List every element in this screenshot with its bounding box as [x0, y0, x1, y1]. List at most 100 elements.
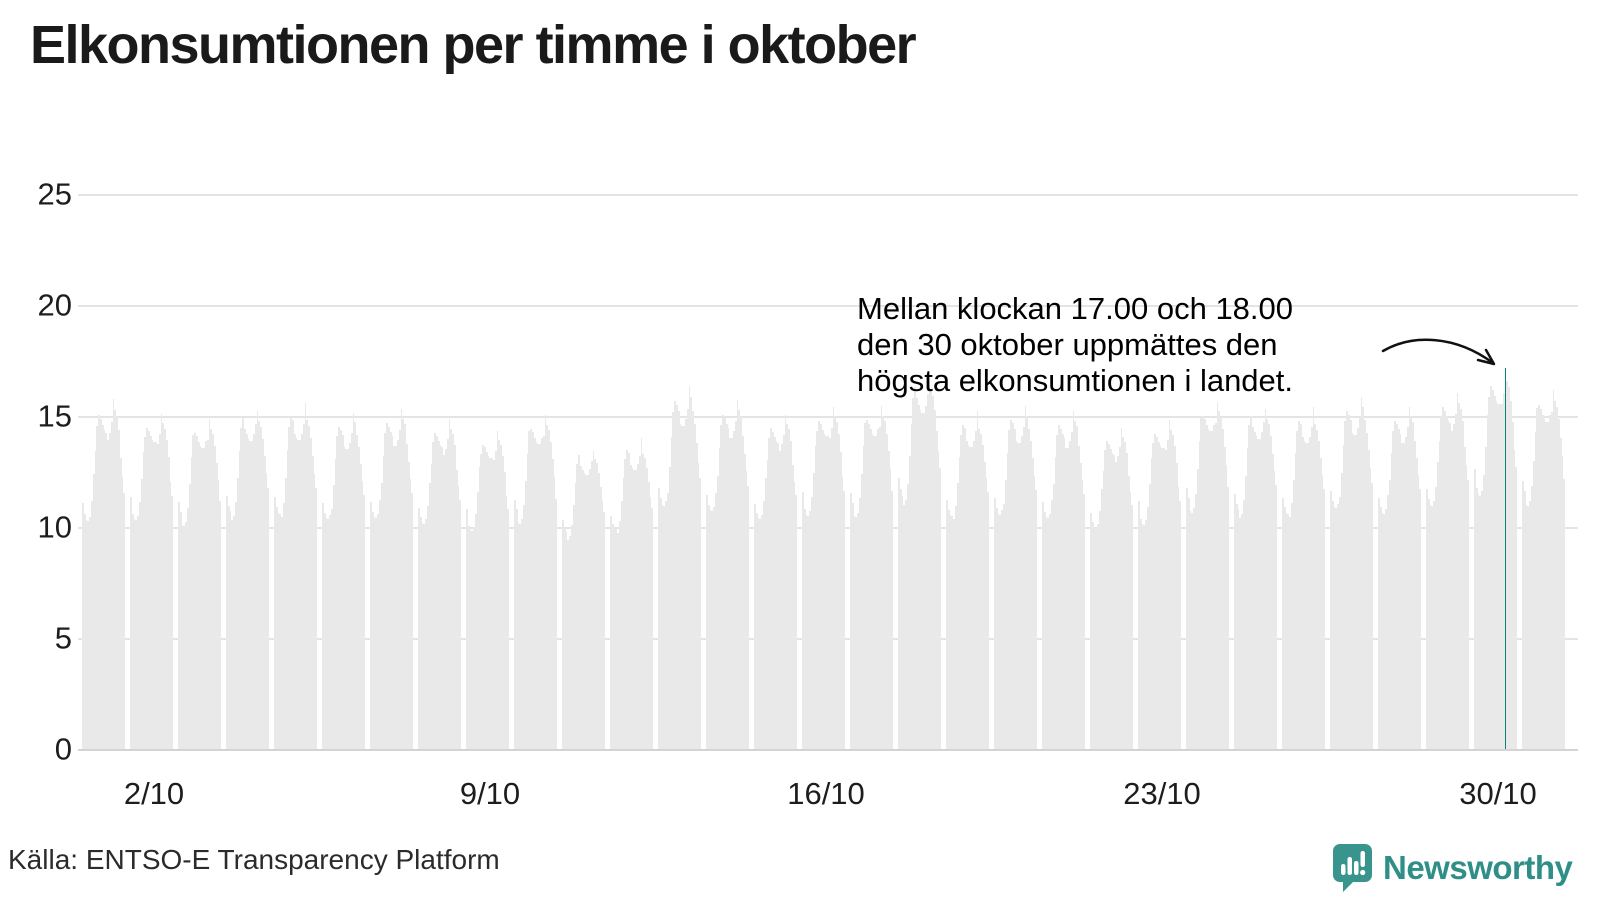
y-axis-label: 10: [37, 509, 72, 545]
hour-bar: [153, 442, 156, 750]
hour-bar: [714, 492, 717, 750]
hour-bar: [958, 456, 961, 750]
hour-bar: [866, 420, 868, 750]
hour-bar: [1449, 423, 1452, 750]
hour-bar: [757, 518, 760, 750]
hour-bar: [985, 478, 988, 750]
hour-bar: [636, 464, 639, 750]
hour-bar: [1131, 505, 1134, 750]
hour-bar: [1029, 440, 1032, 750]
hour-bar: [615, 529, 618, 750]
hour-bar: [1559, 437, 1562, 750]
hour-bar: [791, 465, 794, 750]
hour-bar: [851, 502, 854, 750]
hour-bar: [677, 411, 680, 750]
hour-bar: [1035, 489, 1038, 750]
hour-bar: [437, 441, 440, 750]
hour-bar: [131, 513, 134, 750]
y-axis-label: 5: [54, 620, 72, 656]
hour-bar: [164, 428, 166, 750]
hour-bar: [251, 440, 253, 750]
hour-bar: [1011, 423, 1014, 750]
hour-bar: [1486, 415, 1489, 750]
hour-bar: [912, 397, 915, 750]
hour-bar: [387, 426, 390, 750]
hour-bar: [633, 469, 636, 750]
day-group-27/10: [1330, 195, 1378, 750]
hour-bar: [105, 432, 108, 750]
hour-bar: [880, 405, 883, 750]
hour-bar: [1013, 428, 1016, 750]
hour-bar: [489, 458, 492, 750]
hour-bar: [1530, 486, 1533, 750]
hour-bar: [503, 471, 506, 750]
hour-bar: [1369, 468, 1372, 750]
hour-bar: [793, 481, 796, 750]
hour-bar: [759, 519, 762, 750]
day-group-15/10: [754, 195, 802, 750]
hour-bar: [275, 506, 278, 750]
hour-bar: [837, 434, 840, 750]
hour-bar: [1271, 453, 1274, 750]
hour-bar: [548, 430, 550, 750]
hour-bar: [274, 496, 276, 750]
day-group-7/10: [370, 195, 418, 750]
hour-bar: [540, 437, 543, 750]
hour-bar: [1415, 458, 1418, 750]
annotation-text: Mellan klockan 17.00 och 18.00 den 30 ok…: [857, 291, 1293, 399]
hour-bar: [1527, 505, 1530, 750]
hour-bar: [1367, 450, 1370, 750]
hour-bar: [1214, 422, 1217, 750]
hour-bar: [905, 499, 907, 750]
hour-bar: [1002, 503, 1005, 750]
hour-bar: [1406, 427, 1409, 750]
hour-bar: [149, 436, 152, 750]
hour-bar: [453, 445, 456, 750]
hour-bar: [1307, 443, 1309, 750]
hour-bar: [1362, 407, 1365, 750]
hour-bar: [494, 450, 497, 750]
hour-bar: [919, 410, 922, 750]
hour-bar: [1403, 443, 1405, 750]
hour-bar: [439, 445, 442, 750]
hour-bar: [862, 445, 865, 750]
hour-bar: [428, 482, 431, 750]
hour-bar: [1052, 484, 1055, 750]
hour-bar: [1360, 397, 1363, 750]
hour-bar: [441, 447, 444, 750]
hour-bar: [1216, 401, 1219, 750]
hour-bar: [473, 527, 475, 750]
hour-bar: [352, 412, 355, 750]
hour-bar: [1031, 458, 1034, 750]
hour-bar: [309, 438, 312, 750]
hour-bar: [1316, 429, 1318, 750]
hour-bar: [809, 511, 811, 750]
hour-bar: [731, 438, 733, 750]
hour-bar: [864, 422, 867, 750]
day-group-4/10: [226, 195, 274, 750]
hour-bar: [617, 533, 619, 750]
hour-bar: [711, 511, 714, 750]
hour-bar: [1289, 517, 1291, 750]
hour-bar: [569, 536, 571, 750]
hour-bar: [601, 500, 604, 750]
hour-bar: [932, 396, 934, 750]
hour-bar: [972, 440, 975, 750]
hour-bar: [1150, 457, 1153, 750]
hour-bar: [1104, 450, 1107, 750]
day-group-21/10: [1042, 195, 1090, 750]
day-group-19/10: [946, 195, 994, 750]
hour-bar: [338, 426, 340, 750]
hour-bar: [1417, 475, 1420, 750]
hour-bar: [1102, 471, 1105, 750]
hour-bar: [1175, 462, 1178, 750]
hour-bar: [1445, 416, 1448, 750]
hour-bar: [409, 478, 412, 750]
hour-bar: [1159, 446, 1162, 750]
hour-bar: [1523, 491, 1526, 750]
day-group-31/10: [1522, 195, 1570, 750]
hour-bar: [279, 513, 282, 750]
hour-bar: [528, 431, 531, 750]
hour-bar: [693, 423, 696, 750]
hour-bar: [1323, 489, 1326, 750]
